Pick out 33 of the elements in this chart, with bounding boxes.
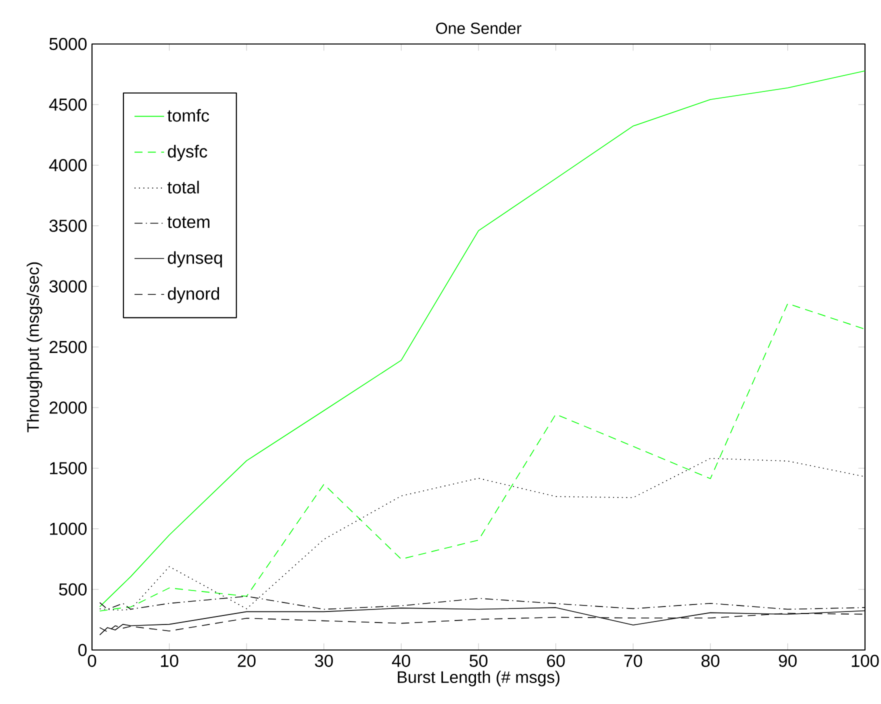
legend-label: dynseq xyxy=(168,251,222,268)
y-tick-label: 500 xyxy=(59,583,87,596)
y-tick-label: 3500 xyxy=(49,220,87,232)
x-tick-label: 40 xyxy=(392,654,410,667)
legend-label: dysfc xyxy=(168,144,208,162)
chart-title: One Sender xyxy=(436,22,522,34)
y-tick-label: 2000 xyxy=(50,401,87,414)
legend-label: totem xyxy=(167,216,210,228)
x-tick-label: 10 xyxy=(160,654,178,667)
x-tick-label: 70 xyxy=(624,654,642,667)
x-axis-title: Burst Length (# msgs) xyxy=(398,670,560,686)
y-tick-label: 3000 xyxy=(49,280,87,293)
x-tick-label: 0 xyxy=(88,654,96,667)
y-tick-label: 0 xyxy=(78,644,87,656)
y-tick-label: 2500 xyxy=(50,340,87,354)
legend-label: total xyxy=(167,180,199,194)
y-tick-label: 1000 xyxy=(50,522,87,535)
y-tick-label: 1500 xyxy=(50,462,87,474)
x-tick-label: 60 xyxy=(547,654,565,667)
x-tick-label: 50 xyxy=(470,654,488,667)
y-tick-label: 5000 xyxy=(49,38,87,50)
x-tick-label: 30 xyxy=(314,654,333,667)
x-tick-label: 100 xyxy=(852,654,879,667)
y-tick-label: 4500 xyxy=(49,98,87,111)
x-tick-label: 20 xyxy=(238,654,256,667)
x-tick-label: 80 xyxy=(702,654,720,667)
line-series xyxy=(99,70,866,608)
x-tick-label: 90 xyxy=(778,654,797,667)
legend-label: tomfc xyxy=(167,109,210,122)
line-series xyxy=(99,303,866,612)
legend-label: dynord xyxy=(168,287,220,304)
y-axis-title: Throughput (msgs/sec) xyxy=(26,262,42,432)
y-tick-label: 4000 xyxy=(49,159,87,172)
